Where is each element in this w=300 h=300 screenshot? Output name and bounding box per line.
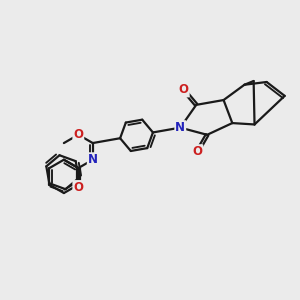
Text: N: N [175,121,185,134]
Text: O: O [179,83,189,97]
Text: N: N [88,153,98,166]
Text: O: O [73,181,83,194]
Text: O: O [73,128,83,141]
Text: O: O [192,145,203,158]
